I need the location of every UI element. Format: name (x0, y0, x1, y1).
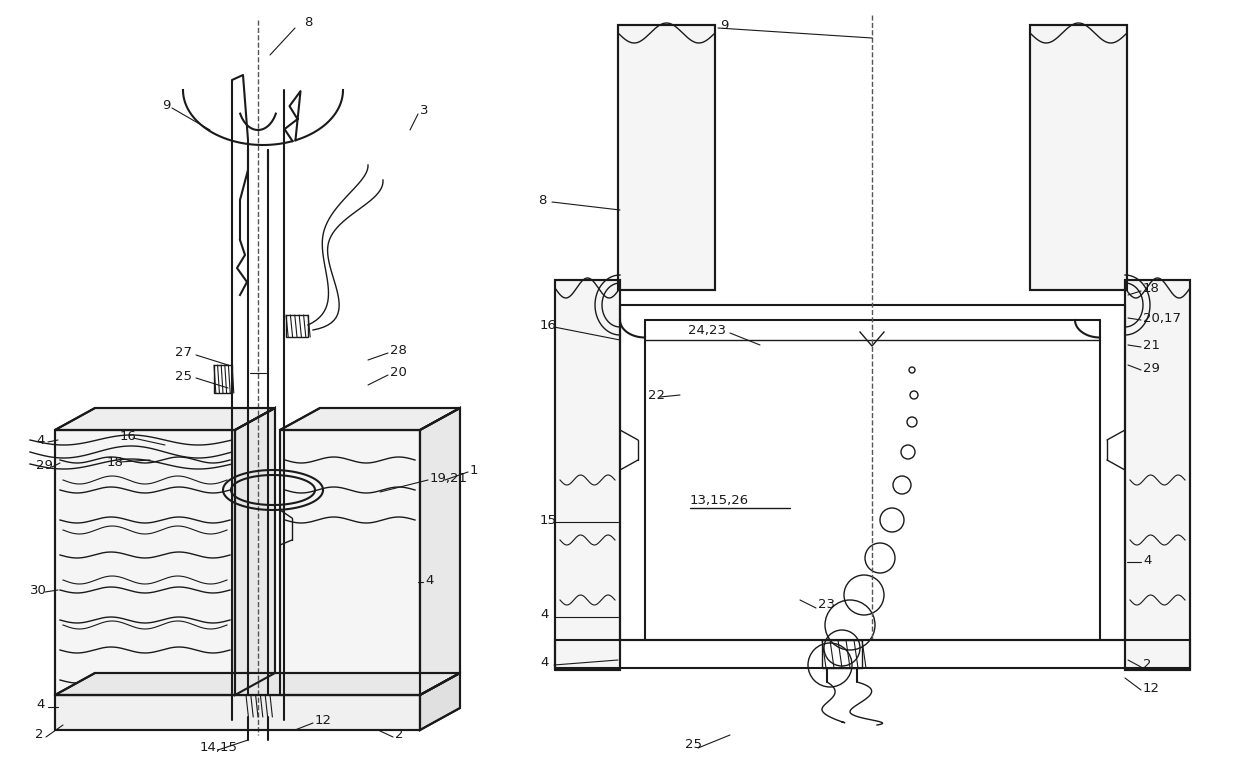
Bar (822, 640, 862, 668)
Polygon shape (420, 408, 460, 695)
Text: 1: 1 (470, 463, 479, 477)
Text: 9: 9 (162, 98, 170, 111)
Text: 24,23: 24,23 (688, 324, 725, 336)
Text: 29: 29 (1143, 362, 1159, 375)
Text: 13,15,26: 13,15,26 (689, 494, 749, 507)
Text: 4: 4 (539, 656, 548, 669)
Text: 20,17: 20,17 (1143, 311, 1180, 324)
Text: 29: 29 (36, 459, 53, 472)
Text: 3: 3 (420, 104, 429, 117)
Polygon shape (280, 430, 420, 695)
Text: 20: 20 (391, 365, 407, 378)
Text: 8: 8 (304, 15, 312, 28)
Text: 16: 16 (120, 430, 136, 443)
Text: 22: 22 (649, 388, 665, 401)
Text: 23: 23 (818, 598, 835, 611)
Text: 2: 2 (396, 729, 403, 742)
Polygon shape (1030, 25, 1127, 290)
Text: 30: 30 (30, 584, 47, 597)
Polygon shape (55, 408, 275, 430)
Polygon shape (618, 25, 715, 290)
Text: 4: 4 (539, 609, 548, 622)
Polygon shape (556, 280, 620, 670)
Text: 9: 9 (720, 18, 728, 31)
Bar (286, 315, 308, 337)
Text: 12: 12 (1143, 681, 1159, 694)
Text: 15: 15 (539, 513, 557, 526)
Text: 4: 4 (425, 574, 433, 587)
Polygon shape (55, 673, 460, 695)
Text: 8: 8 (538, 194, 547, 207)
Text: 14,15: 14,15 (200, 742, 238, 755)
Text: 4: 4 (36, 698, 45, 712)
Polygon shape (420, 673, 460, 730)
Text: 18: 18 (107, 456, 124, 468)
Polygon shape (236, 408, 275, 695)
Text: 12: 12 (315, 713, 332, 726)
Bar (215, 365, 232, 393)
Text: 2: 2 (1143, 658, 1152, 671)
Text: 25: 25 (684, 739, 702, 752)
Text: 16: 16 (539, 318, 557, 331)
Text: 18: 18 (1143, 282, 1159, 295)
Text: 28: 28 (391, 343, 407, 356)
Text: 4: 4 (1143, 553, 1152, 566)
Text: 21: 21 (1143, 339, 1159, 352)
Bar (246, 695, 270, 717)
Polygon shape (55, 695, 420, 730)
Polygon shape (1125, 280, 1190, 670)
Text: 25: 25 (175, 369, 192, 382)
Text: 4: 4 (36, 433, 45, 446)
Polygon shape (55, 430, 236, 695)
Text: 19,21: 19,21 (430, 472, 467, 485)
Text: 27: 27 (175, 346, 192, 359)
Polygon shape (280, 408, 460, 430)
Text: 2: 2 (35, 729, 43, 742)
